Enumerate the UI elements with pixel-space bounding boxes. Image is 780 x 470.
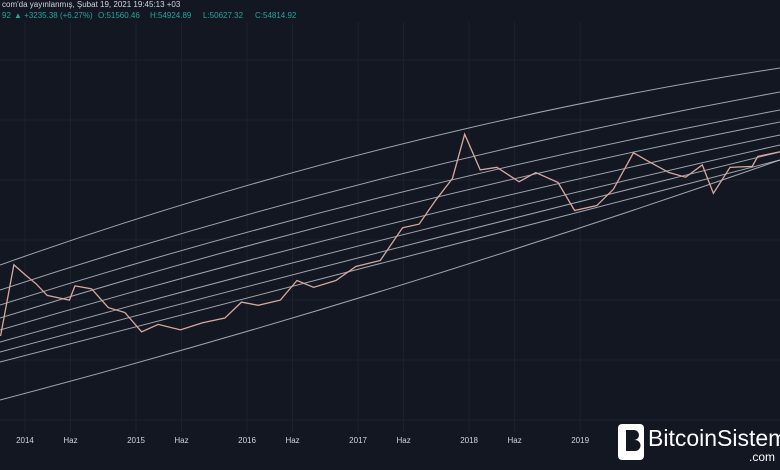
watermark: BitcoinSistemi .com bbox=[618, 424, 780, 464]
watermark-domain: .com bbox=[749, 450, 775, 464]
watermark-name: BitcoinSistemi bbox=[648, 425, 780, 451]
x-tick-label: 2019 bbox=[571, 436, 589, 445]
x-tick-label: 2016 bbox=[238, 436, 256, 445]
x-tick-label: Haz bbox=[174, 436, 188, 445]
published-info: com'da yayınlanmış, Şubat 19, 2021 19:45… bbox=[2, 0, 181, 9]
low: L:50627.32 bbox=[203, 11, 244, 20]
high: H:54924.89 bbox=[150, 11, 192, 20]
x-tick-label: Haz bbox=[508, 436, 522, 445]
vertical-grid bbox=[24, 22, 581, 432]
open: O:51560.46 bbox=[98, 11, 140, 20]
header-bar bbox=[0, 0, 780, 22]
horizontal-grid bbox=[0, 59, 780, 421]
x-axis: 2014 Haz 2015 Haz 2016 Haz 2017 Haz 2018 Haz 2019 bbox=[16, 436, 590, 445]
x-tick-label: Haz bbox=[285, 436, 299, 445]
x-tick-label: Haz bbox=[396, 436, 410, 445]
x-tick-label: Haz bbox=[63, 436, 77, 445]
x-tick-label: 2017 bbox=[349, 436, 367, 445]
x-tick-label: 2018 bbox=[460, 436, 478, 445]
price-change: ▲ +3235.38 (+6.27%) bbox=[14, 11, 93, 20]
x-tick-label: 2015 bbox=[127, 436, 145, 445]
last-price: 92 bbox=[2, 11, 11, 20]
price-plot bbox=[0, 132, 780, 337]
price-line bbox=[0, 132, 780, 337]
x-tick-label: 2014 bbox=[16, 436, 34, 445]
logo-mark bbox=[626, 430, 641, 451]
close: C:54814.92 bbox=[255, 11, 297, 20]
regression-bands bbox=[0, 67, 780, 401]
